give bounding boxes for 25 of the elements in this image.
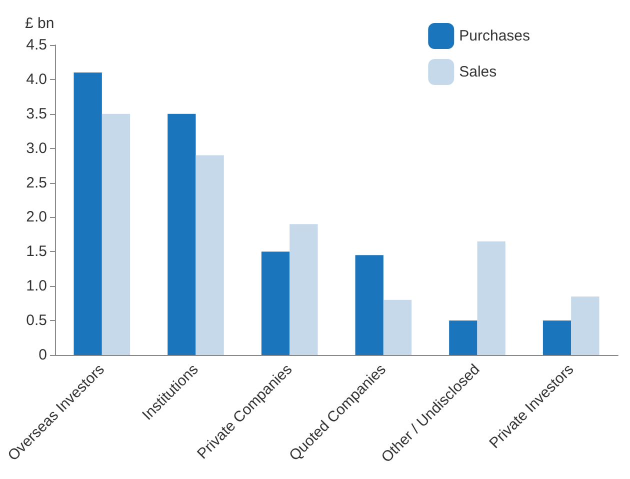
y-tick-label: 4.0 <box>26 70 47 88</box>
bar <box>261 252 290 355</box>
bar <box>102 114 130 355</box>
legend-label: Purchases <box>459 28 530 44</box>
y-tick-label: 0 <box>38 346 47 364</box>
y-tick-label: 0.5 <box>26 312 47 330</box>
y-tick-label: 3.0 <box>26 140 47 157</box>
y-tick-label: 2.5 <box>26 174 47 192</box>
y-tick-label: 4.5 <box>26 36 47 54</box>
bar <box>542 320 572 355</box>
bar <box>74 72 102 355</box>
bar <box>168 114 196 355</box>
bar <box>449 320 478 355</box>
bar <box>383 300 412 355</box>
legend-label: Sales <box>459 64 497 80</box>
bar <box>196 155 224 355</box>
y-axis-title: £ bn <box>25 15 54 32</box>
bar <box>355 255 384 355</box>
bar <box>571 296 600 355</box>
bar <box>290 224 318 355</box>
y-tick-label: 3.5 <box>26 105 47 122</box>
y-tick-label: 1.5 <box>26 243 47 260</box>
y-tick-label: 2.0 <box>26 208 47 226</box>
bar <box>477 241 506 355</box>
y-tick-label: 1.0 <box>26 278 47 295</box>
